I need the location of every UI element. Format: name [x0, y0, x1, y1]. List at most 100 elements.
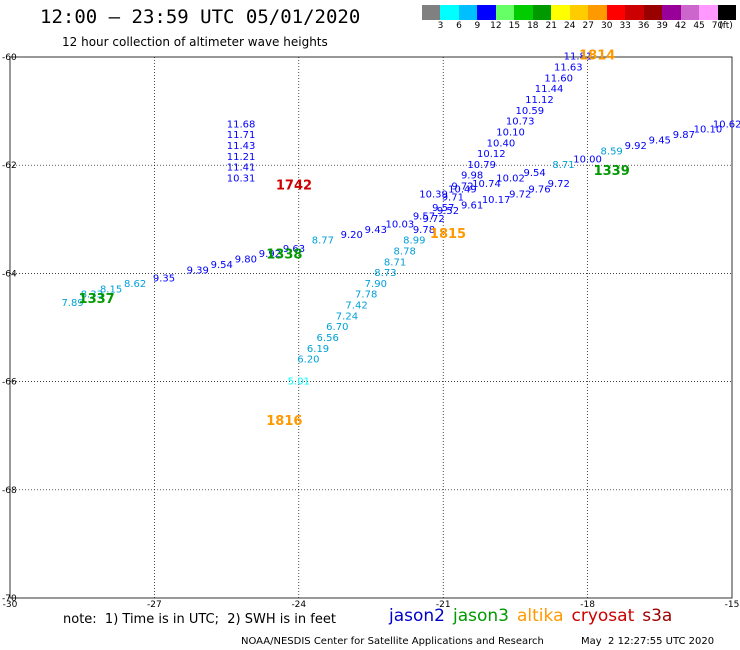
color-swatch	[625, 5, 644, 20]
wave-height-label-jason2: 10.03	[386, 219, 415, 230]
wave-height-label-jason2: 9.20	[341, 230, 363, 241]
wave-height-label-jason2: 9.52	[437, 206, 459, 217]
wave-height-label-jason3: 10.74	[472, 179, 501, 190]
wave-height-label-jason2: 9.39	[187, 265, 209, 276]
color-scale-tick: 27	[582, 21, 594, 31]
color-swatch	[514, 5, 533, 20]
y-tick-label: -64	[2, 269, 17, 279]
pass-time-label: 1339	[594, 164, 630, 179]
wave-height-color-scale	[422, 5, 736, 20]
pass-time-label: 1815	[430, 227, 466, 242]
legend-altika: altika	[517, 606, 564, 626]
map-frame	[9, 56, 733, 599]
wave-height-label-altika: 9.57	[432, 203, 454, 214]
wave-height-label-cryosat: 10.31	[227, 173, 256, 184]
wave-height-label-cryosat: 11.43	[227, 141, 256, 152]
color-swatch	[717, 5, 736, 20]
wave-height-label-altika: 5.01	[288, 376, 310, 387]
color-swatch	[532, 5, 552, 20]
color-swatch	[477, 5, 496, 20]
wave-height-label-jason2: 9.43	[365, 225, 387, 236]
wave-height-label-jason2: 9.54	[211, 260, 233, 271]
credit-text: NOAA/NESDIS Center for Satellite Applica…	[241, 636, 544, 647]
x-tick-label: -18	[580, 600, 595, 610]
wave-height-label-altika: 6.56	[317, 333, 339, 344]
wave-height-label-altika: 11.44	[535, 84, 564, 95]
color-scale-tick: 24	[564, 21, 576, 31]
wave-height-label-cryosat: 11.68	[227, 119, 256, 130]
wave-height-label-jason2: 9.61	[461, 200, 483, 211]
pass-time-label: 1816	[266, 414, 302, 429]
wave-height-label-jason3: 8.71	[552, 160, 574, 171]
color-scale-tick: 3	[437, 21, 444, 31]
wave-height-label-altika: 6.70	[326, 322, 348, 333]
wave-height-label-jason2: 7.89	[61, 298, 83, 309]
y-tick-label: -60	[2, 53, 17, 63]
wave-height-label-altika: 11.12	[525, 95, 554, 106]
generated-timestamp: May 2 12:27:55 UTC 2020	[581, 636, 715, 647]
wave-height-label-altika: 9.98	[461, 171, 483, 182]
color-scale-tick: 42	[674, 21, 687, 31]
wave-height-label-altika: 11.81	[564, 52, 593, 63]
wave-height-label-jason2: 9.76	[528, 184, 550, 195]
satellite-legend: jason2 jason3 altika cryosat s3a	[389, 606, 680, 626]
pass-time-label: 1814	[579, 49, 615, 64]
color-scale-tick: 6	[456, 21, 462, 31]
footer-note: note: 1) Time is in UTC; 2) SWH is in fe…	[63, 612, 336, 627]
wave-height-label-jason2: 9.35	[153, 274, 175, 285]
wave-height-label-altika: 6.19	[307, 344, 329, 355]
color-swatch	[569, 5, 589, 20]
color-swatch	[643, 5, 663, 20]
color-swatch	[680, 5, 700, 20]
wave-height-label-altika: 9.78	[413, 225, 435, 236]
color-scale-tick: 39	[656, 21, 668, 31]
color-swatch	[422, 5, 441, 20]
color-scale-tick: 30	[600, 21, 613, 31]
wave-height-points: 7.898.338.15 8.62 9.359.39 9.54 9.80 9.92 9.63…	[61, 52, 740, 388]
color-swatch	[495, 5, 515, 20]
wave-height-label-altika: 8.78	[394, 246, 416, 257]
color-scale-tick: 36	[637, 21, 650, 31]
wave-height-label-altika: 7.24	[336, 311, 358, 322]
wave-height-label-jason3: 10.10	[694, 125, 723, 136]
wave-height-label-jason3: 10.00	[573, 154, 602, 165]
wave-height-label-jason2: 9.72	[548, 179, 570, 190]
wave-height-label-altika: 8.71	[384, 257, 406, 268]
wave-height-label-altika: 10.10	[496, 127, 525, 138]
wave-height-label-jason3: 10.02	[496, 173, 525, 184]
y-tick-label: -66	[2, 378, 17, 388]
lat-lon-grid	[9, 56, 733, 599]
color-swatch	[588, 5, 607, 20]
wave-height-label-altika: 11.60	[544, 73, 573, 84]
wave-height-label-altika: 11.63	[554, 63, 583, 74]
wave-height-label-altika: 7.78	[355, 290, 377, 301]
color-scale-tick: 12	[490, 21, 502, 31]
color-swatch	[551, 5, 570, 20]
y-tick-label: -62	[2, 161, 17, 171]
wave-height-label-jason2: 9.92	[259, 249, 281, 260]
y-tick-label: -68	[2, 486, 17, 496]
wave-height-label-jason3: 10.39	[419, 190, 448, 201]
color-swatch	[662, 5, 681, 20]
wave-height-label-altika: 10.40	[487, 138, 516, 149]
map-subtitle: 12 hour collection of altimeter wave hei…	[62, 35, 328, 49]
color-scale-tick: 18	[527, 21, 539, 31]
wave-height-label-cryosat: 11.71	[227, 130, 256, 141]
wave-height-label-altika: 7.90	[365, 279, 387, 290]
color-scale-tick: 70	[711, 21, 724, 31]
wave-height-label-jason2: 10.17	[482, 195, 511, 206]
wave-height-label-altika: 10.79	[467, 160, 496, 171]
x-tick-label: -24	[291, 600, 306, 610]
legend-jason2: jason2	[389, 606, 445, 626]
color-scale-tick: 9	[474, 21, 481, 31]
color-swatch	[699, 5, 718, 20]
x-tick-label: -27	[147, 600, 162, 610]
color-swatch	[606, 5, 626, 20]
wave-height-label-altika: 8.73	[374, 268, 396, 279]
wave-height-label-altika: 10.12	[477, 149, 506, 160]
wave-height-label-cryosat: 11.21	[227, 152, 256, 163]
wave-height-label-altika: 8.99	[403, 236, 425, 247]
color-swatch	[440, 5, 459, 20]
pass-time-label: 1338	[266, 247, 302, 262]
wave-height-label-jason2: 8.15	[100, 284, 122, 295]
